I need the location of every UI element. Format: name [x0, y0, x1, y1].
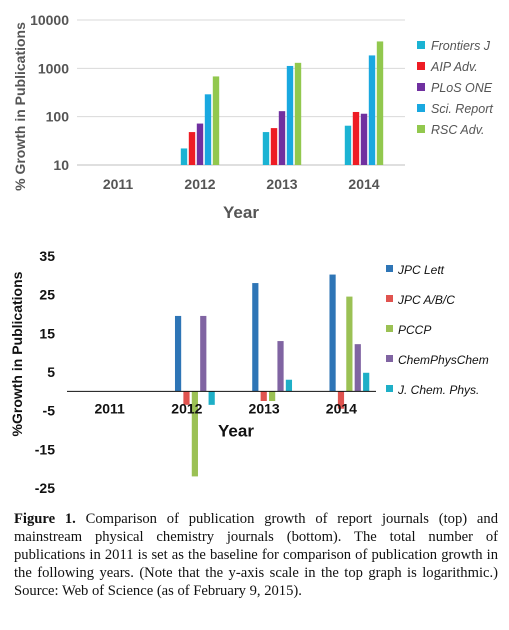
legend-label: JPC Lett [397, 263, 445, 277]
legend-swatch [386, 385, 393, 392]
bar-frontiers-j [262, 132, 270, 165]
bar-j-chem-phys- [285, 379, 293, 392]
x-tick-label: 2012 [171, 400, 202, 416]
bar-jpc-lett [174, 315, 182, 392]
bar-plos-one [278, 111, 286, 165]
bar-rsc-adv- [376, 41, 384, 166]
bar-sci-report [368, 55, 376, 166]
legend-label: J. Chem. Phys. [397, 383, 479, 397]
legend-label: PCCP [398, 323, 431, 337]
bar-j-chem-phys- [363, 372, 370, 392]
caption-label: Figure 1. [14, 511, 76, 527]
legend-label: ChemPhysChem [398, 353, 489, 367]
bar-sci-report [204, 94, 212, 165]
y-axis-label: % Growth in Publications [12, 22, 28, 191]
bar-aip-adv- [352, 111, 360, 165]
top-chart-log: 10 100 1000 10000 2011 2012 2013 2014 Year % Grow… [12, 12, 493, 222]
legend-swatch [386, 265, 393, 272]
y-axis-label: %Growth in Publications [9, 271, 25, 436]
bar-chemphyschem [200, 315, 207, 392]
x-tick-label: 2012 [184, 176, 215, 192]
bar-jpc-a-b-c [260, 391, 267, 401]
y-tick-label: 10 [53, 157, 69, 173]
legend-swatch [417, 62, 425, 70]
bar-frontiers-j [180, 148, 188, 165]
bottom-chart: 35 25 15 5 -5 -15 -25 2011 2012 2013 2014 Year %Grow… [9, 248, 489, 496]
y-tick-label: -5 [43, 403, 56, 419]
bar-jpc-a-b-c [337, 391, 345, 409]
y-tick-label: 100 [46, 109, 70, 125]
bar-frontiers-j [344, 125, 352, 165]
bar-aip-adv- [188, 132, 196, 165]
legend-swatch [417, 83, 425, 91]
legend-label: Sci. Report [431, 102, 493, 116]
x-tick-label: 2013 [266, 176, 297, 192]
y-tick-label: 35 [39, 248, 55, 264]
x-tick-label: 2013 [249, 400, 280, 416]
bar-chemphyschem [277, 341, 284, 392]
legend-label: JPC A/B/C [397, 293, 455, 307]
y-tick-label: 25 [39, 287, 55, 303]
y-tick-label: -15 [35, 441, 55, 457]
x-tick-label: 2014 [348, 176, 379, 192]
bar-j-chem-phys- [208, 391, 215, 405]
caption-text: Comparison of publication growth of repo… [14, 511, 499, 599]
bar-rsc-adv- [294, 62, 302, 165]
bar-rsc-adv- [212, 76, 220, 165]
y-tick-label: 5 [47, 364, 55, 380]
legend-swatch [417, 125, 425, 133]
bar-sci-report [286, 65, 294, 165]
bar-jpc-a-b-c [183, 391, 190, 405]
legend-swatch [386, 295, 393, 302]
bar-jpc-lett [252, 283, 259, 392]
legend-label: Frontiers J [431, 39, 491, 53]
y-tick-label: 1000 [38, 60, 69, 76]
bar-pccp [191, 391, 198, 477]
legend-swatch [386, 355, 393, 362]
y-tick-label: -25 [35, 480, 55, 496]
legend-label: AIP Adv. [430, 60, 478, 74]
x-tick-label: 2011 [94, 400, 125, 416]
bar-jpc-lett [329, 274, 336, 392]
legend-label: RSC Adv. [431, 123, 485, 137]
bar-pccp [346, 296, 353, 392]
x-axis-label: Year [218, 421, 254, 440]
legend-swatch [386, 325, 393, 332]
x-tick-label: 2014 [326, 400, 357, 416]
x-tick-label: 2011 [103, 176, 134, 192]
bar-chemphyschem [354, 344, 361, 392]
bar-plos-one [196, 123, 204, 165]
y-tick-label: 10000 [30, 12, 69, 28]
x-axis-label: Year [223, 203, 259, 222]
y-tick-label: 15 [39, 325, 55, 341]
legend-swatch [417, 104, 425, 112]
bar-plos-one [360, 113, 368, 165]
legend-label: PLoS ONE [431, 81, 493, 95]
figure-caption: Figure 1. Comparison of publication grow… [14, 510, 498, 600]
legend-swatch [417, 41, 425, 49]
bar-pccp [269, 391, 276, 401]
bar-aip-adv- [270, 128, 278, 165]
